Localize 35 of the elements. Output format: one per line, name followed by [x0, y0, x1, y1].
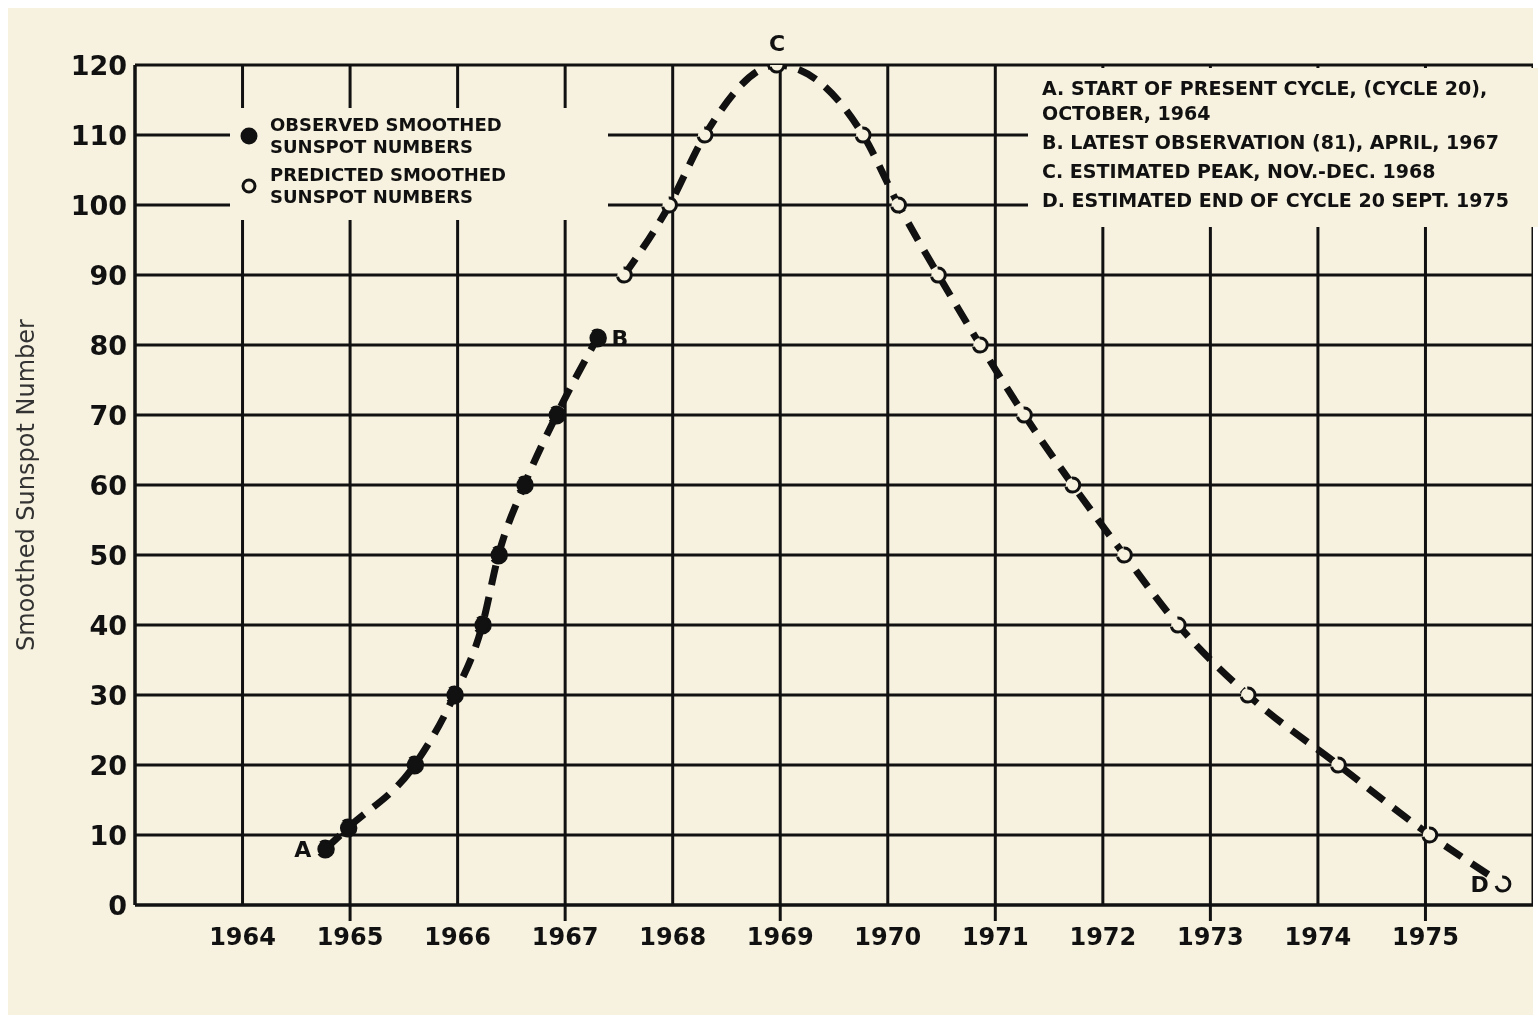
legend-label: PREDICTED SMOOTHED SUNSPOT NUMBERS: [270, 164, 508, 208]
x-tick-label: 1965: [316, 923, 384, 951]
x-tick-label: 1975: [1392, 923, 1459, 951]
x-tick-label: 1972: [1069, 923, 1137, 951]
y-tick-label: 120: [70, 49, 127, 81]
annotation: A. START OF PRESENT CYCLE, (CYCLE 20), OCTOBER, 1964: [1042, 76, 1489, 126]
y-tick-label: 90: [89, 259, 127, 291]
y-tick-label: 60: [89, 469, 127, 501]
y-tick-label: 110: [70, 119, 127, 151]
annotation: C. ESTIMATED PEAK, NOV.-DEC. 1968: [1042, 159, 1437, 184]
y-axis-title: Smoothed Sunspot Number: [11, 318, 40, 651]
y-tick-label: 100: [70, 189, 127, 221]
annotation: B. LATEST OBSERVATION (81), APRIL, 1967: [1042, 130, 1500, 155]
y-tick-label: 30: [89, 679, 127, 711]
y-tick-label: 50: [89, 539, 127, 571]
y-tick-label: 70: [89, 399, 127, 431]
y-tick-label: 40: [89, 609, 127, 641]
x-tick-label: 1964: [209, 923, 276, 951]
annotation: D. ESTIMATED END OF CYCLE 20 SEPT. 1975: [1042, 188, 1510, 213]
y-tick-label: 0: [108, 889, 127, 921]
legend-label: OBSERVED SMOOTHED SUNSPOT NUMBERS: [270, 114, 503, 158]
x-tick-label: 1971: [961, 923, 1029, 951]
annotation: A: [294, 836, 312, 862]
x-tick-label: 1969: [746, 923, 814, 951]
y-tick-label: 80: [89, 329, 127, 361]
y-tick-label: 20: [89, 749, 127, 781]
annotation: D: [1470, 871, 1489, 897]
y-tick-label: 10: [89, 819, 127, 851]
x-tick-label: 1966: [424, 923, 492, 951]
x-tick-label: 1973: [1176, 923, 1244, 951]
x-tick-label: 1967: [531, 923, 599, 951]
x-tick-label: 1970: [854, 923, 922, 951]
x-tick-label: 1974: [1284, 923, 1352, 951]
annotation: C: [768, 31, 786, 56]
x-tick-label: 1968: [639, 923, 707, 951]
